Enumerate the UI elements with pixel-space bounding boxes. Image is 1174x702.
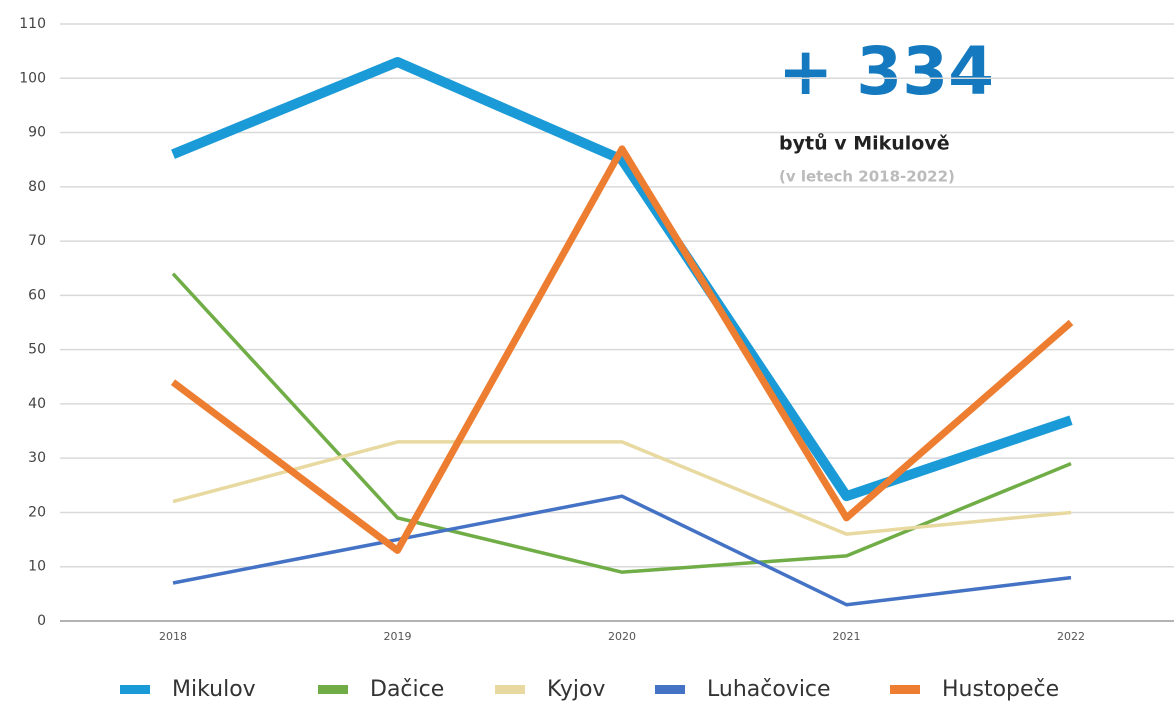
y-tick-label: 70	[28, 233, 46, 249]
legend-swatch	[120, 685, 150, 694]
legend-swatch	[318, 685, 348, 694]
y-tick-label: 30	[28, 450, 46, 466]
y-tick-label: 110	[19, 16, 46, 32]
legend-label: Kyjov	[547, 677, 605, 702]
legend-label: Dačice	[370, 677, 444, 702]
legend-swatch	[890, 685, 920, 694]
y-tick-label: 10	[28, 559, 46, 575]
legend-swatch	[655, 685, 685, 694]
y-tick-label: 40	[28, 396, 46, 412]
series-line	[171, 272, 1072, 574]
y-tick-label: 0	[37, 613, 46, 629]
x-tick-label: 2019	[384, 630, 412, 643]
x-tick-label: 2021	[833, 630, 861, 643]
x-tick-label: 2018	[159, 630, 187, 643]
series-line	[172, 494, 1072, 607]
annotation-period: (v letech 2018-2022)	[779, 168, 955, 186]
annotation-total: + 334	[778, 33, 994, 110]
legend-swatch	[495, 685, 525, 694]
y-tick-label: 100	[19, 70, 46, 86]
y-tick-label: 50	[28, 342, 46, 358]
legend-label: Luhačovice	[707, 677, 831, 702]
series-line	[170, 145, 1074, 554]
y-tick-label: 60	[28, 287, 46, 303]
legend-label: Mikulov	[172, 677, 256, 702]
series-line	[171, 56, 1073, 502]
y-tick-label: 20	[28, 504, 46, 520]
x-tick-label: 2020	[608, 630, 636, 643]
y-tick-label: 80	[28, 179, 46, 195]
series-line	[172, 440, 1072, 536]
legend-label: Hustopeče	[942, 677, 1059, 702]
y-tick-label: 90	[28, 125, 46, 141]
x-tick-label: 2022	[1057, 630, 1085, 643]
annotation-caption: bytů v Mikulově	[779, 132, 950, 155]
